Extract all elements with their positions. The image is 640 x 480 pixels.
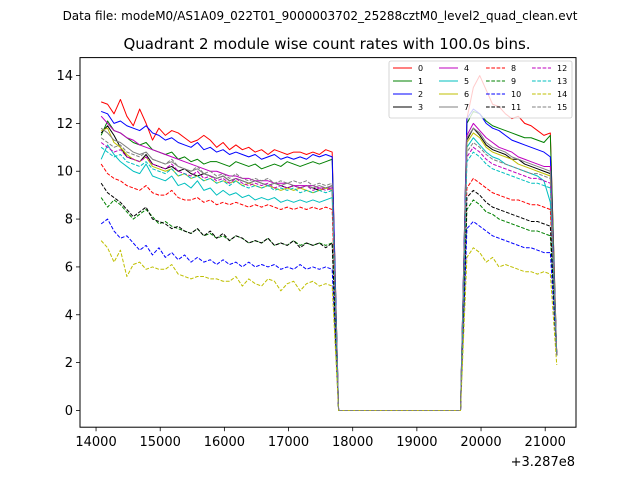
series-line-2	[100, 108, 558, 411]
y-tick-label: 12	[56, 117, 73, 132]
x-tick-label: 16000	[204, 435, 245, 450]
y-tick-label: 4	[65, 308, 73, 323]
x-tick-label: 17000	[268, 435, 309, 450]
legend-label-2: 2	[418, 90, 423, 99]
series-line-8	[100, 163, 558, 411]
legend-label-14: 14	[557, 90, 567, 99]
legend-label-15: 15	[557, 103, 567, 112]
legend-label-3: 3	[418, 103, 423, 112]
series-line-13	[100, 146, 558, 411]
series-layer	[100, 75, 558, 411]
plot-area	[79, 57, 577, 428]
x-tick-label: 14000	[75, 435, 116, 450]
legend-label-12: 12	[557, 64, 567, 73]
series-line-9	[100, 197, 558, 411]
x-axis: 14000 15000 16000 17000 18000 19000 20000 21000	[75, 427, 566, 450]
legend-label-13: 13	[557, 77, 567, 86]
y-tick-label: 6	[65, 260, 73, 275]
legend-label-6: 6	[464, 90, 469, 99]
legend-label-7: 7	[464, 103, 469, 112]
x-tick-label: 18000	[332, 435, 373, 450]
series-line-15	[100, 137, 558, 411]
chart-suptitle: Data file: modeM0/AS1A09_022T01_90000037…	[63, 9, 578, 23]
series-line-6	[100, 127, 558, 411]
y-tick-label: 14	[56, 69, 73, 84]
legend-label-11: 11	[511, 103, 521, 112]
series-line-5	[100, 137, 558, 411]
x-tick-label: 19000	[396, 435, 437, 450]
legend-label-0: 0	[418, 64, 423, 73]
legend-label-8: 8	[511, 64, 516, 73]
y-tick-label: 2	[65, 356, 73, 371]
x-tick-label: 15000	[140, 435, 181, 450]
series-line-4	[100, 115, 558, 411]
x-axis-offset-label: +3.287e8	[511, 455, 575, 470]
legend-label-5: 5	[464, 77, 469, 86]
chart-title: Quadrant 2 module wise count rates with …	[123, 35, 530, 53]
legend-label-4: 4	[464, 64, 469, 73]
legend-box	[388, 60, 573, 119]
x-tick-label: 21000	[525, 435, 566, 450]
axes-frame	[79, 57, 577, 428]
series-line-14	[100, 240, 558, 411]
y-tick-label: 0	[65, 404, 73, 419]
x-tick-label: 20000	[460, 435, 501, 450]
y-tick-label: 10	[56, 165, 73, 180]
series-line-10	[100, 218, 558, 411]
y-axis: 0 2 4 6 8 10 12 14	[56, 69, 80, 419]
y-tick-label: 8	[65, 213, 73, 228]
legend-label-10: 10	[511, 90, 521, 99]
series-line-11	[100, 182, 558, 411]
series-line-12	[100, 142, 558, 411]
legend-label-9: 9	[511, 77, 516, 86]
legend-label-1: 1	[418, 77, 423, 86]
